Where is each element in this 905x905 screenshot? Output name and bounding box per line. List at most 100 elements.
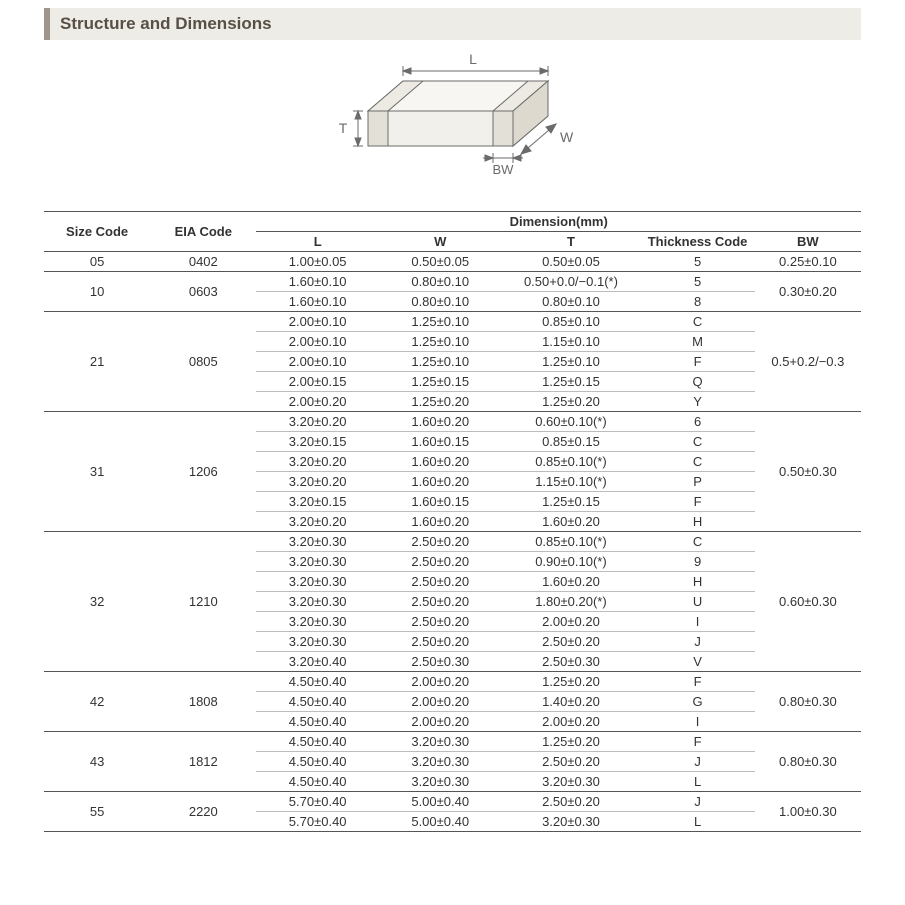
cell-t: 0.50±0.05: [502, 252, 641, 272]
cell-tc: 5: [640, 252, 754, 272]
cell-t: 0.85±0.10(*): [502, 452, 641, 472]
cell-w: 3.20±0.30: [379, 772, 502, 792]
cell-size: 55: [44, 792, 150, 832]
cell-t: 0.90±0.10(*): [502, 552, 641, 572]
cell-tc: G: [640, 692, 754, 712]
cell-eia: 1812: [150, 732, 256, 792]
cell-tc: F: [640, 732, 754, 752]
cell-t: 1.25±0.20: [502, 672, 641, 692]
cell-t: 1.25±0.10: [502, 352, 641, 372]
cell-w: 0.80±0.10: [379, 272, 502, 292]
cell-eia: 2220: [150, 792, 256, 832]
table-row: 1006031.60±0.100.80±0.100.50+0.0/−0.1(*)…: [44, 272, 861, 292]
cell-w: 2.50±0.20: [379, 552, 502, 572]
section-header: Structure and Dimensions: [44, 8, 861, 40]
cell-tc: J: [640, 792, 754, 812]
cell-w: 1.60±0.20: [379, 472, 502, 492]
cell-size: 21: [44, 312, 150, 412]
section-title: Structure and Dimensions: [60, 14, 272, 33]
cell-w: 1.60±0.15: [379, 432, 502, 452]
component-diagram: L T W BW: [0, 46, 905, 201]
cell-w: 1.60±0.20: [379, 412, 502, 432]
dimensions-table: Size Code EIA Code Dimension(mm) L W T T…: [44, 211, 861, 832]
col-bw: BW: [755, 232, 861, 252]
cell-tc: L: [640, 812, 754, 832]
cell-tc: C: [640, 312, 754, 332]
cell-bw: 0.80±0.30: [755, 672, 861, 732]
cell-w: 2.50±0.20: [379, 632, 502, 652]
dim-label-t: T: [338, 120, 347, 136]
col-l: L: [256, 232, 379, 252]
cell-w: 5.00±0.40: [379, 792, 502, 812]
cell-tc: U: [640, 592, 754, 612]
cell-t: 1.25±0.15: [502, 492, 641, 512]
table-body: 0504021.00±0.050.50±0.050.50±0.0550.25±0…: [44, 252, 861, 832]
cell-tc: 9: [640, 552, 754, 572]
cell-eia: 1808: [150, 672, 256, 732]
cell-l: 2.00±0.20: [256, 392, 379, 412]
cell-w: 2.00±0.20: [379, 672, 502, 692]
cell-tc: C: [640, 532, 754, 552]
cell-bw: 0.60±0.30: [755, 532, 861, 672]
cell-t: 1.60±0.20: [502, 572, 641, 592]
cell-l: 4.50±0.40: [256, 772, 379, 792]
cell-w: 2.50±0.30: [379, 652, 502, 672]
cell-bw: 1.00±0.30: [755, 792, 861, 832]
cell-t: 0.85±0.10: [502, 312, 641, 332]
cell-l: 4.50±0.40: [256, 732, 379, 752]
cell-tc: C: [640, 432, 754, 452]
cell-t: 0.50+0.0/−0.1(*): [502, 272, 641, 292]
cell-w: 3.20±0.30: [379, 732, 502, 752]
cell-l: 5.70±0.40: [256, 792, 379, 812]
cell-tc: F: [640, 352, 754, 372]
cell-l: 2.00±0.15: [256, 372, 379, 392]
cell-l: 1.00±0.05: [256, 252, 379, 272]
cell-tc: 8: [640, 292, 754, 312]
cell-t: 2.00±0.20: [502, 612, 641, 632]
cell-t: 1.25±0.20: [502, 392, 641, 412]
cell-w: 2.50±0.20: [379, 612, 502, 632]
table-row: 3212103.20±0.302.50±0.200.85±0.10(*)C0.6…: [44, 532, 861, 552]
cell-size: 43: [44, 732, 150, 792]
cell-w: 5.00±0.40: [379, 812, 502, 832]
cell-tc: J: [640, 752, 754, 772]
cell-w: 2.50±0.20: [379, 532, 502, 552]
cell-l: 3.20±0.30: [256, 632, 379, 652]
cell-l: 4.50±0.40: [256, 692, 379, 712]
table-row: 2108052.00±0.101.25±0.100.85±0.10C0.5+0.…: [44, 312, 861, 332]
cell-size: 31: [44, 412, 150, 532]
cell-size: 10: [44, 272, 150, 312]
cell-eia: 0402: [150, 252, 256, 272]
cell-tc: H: [640, 512, 754, 532]
cell-l: 3.20±0.20: [256, 412, 379, 432]
cell-bw: 0.50±0.30: [755, 412, 861, 532]
cell-l: 4.50±0.40: [256, 752, 379, 772]
cell-w: 2.50±0.20: [379, 572, 502, 592]
cell-size: 32: [44, 532, 150, 672]
cell-l: 1.60±0.10: [256, 292, 379, 312]
cell-l: 2.00±0.10: [256, 312, 379, 332]
cell-l: 1.60±0.10: [256, 272, 379, 292]
cell-w: 1.60±0.15: [379, 492, 502, 512]
cell-tc: Q: [640, 372, 754, 392]
table-row: 4318124.50±0.403.20±0.301.25±0.20F0.80±0…: [44, 732, 861, 752]
cell-size: 42: [44, 672, 150, 732]
cell-tc: L: [640, 772, 754, 792]
dim-label-bw: BW: [492, 162, 514, 177]
cell-tc: F: [640, 672, 754, 692]
cell-tc: I: [640, 712, 754, 732]
cell-tc: J: [640, 632, 754, 652]
cell-l: 4.50±0.40: [256, 712, 379, 732]
cell-t: 0.85±0.15: [502, 432, 641, 452]
cell-l: 2.00±0.10: [256, 332, 379, 352]
cell-eia: 0603: [150, 272, 256, 312]
cell-t: 1.15±0.10: [502, 332, 641, 352]
cell-tc: C: [640, 452, 754, 472]
cell-tc: H: [640, 572, 754, 592]
cell-bw: 0.30±0.20: [755, 272, 861, 312]
cell-l: 3.20±0.40: [256, 652, 379, 672]
table-row: 4218084.50±0.402.00±0.201.25±0.20F0.80±0…: [44, 672, 861, 692]
cell-tc: 6: [640, 412, 754, 432]
dim-label-l: L: [469, 51, 477, 67]
col-super: Dimension(mm): [256, 212, 861, 232]
